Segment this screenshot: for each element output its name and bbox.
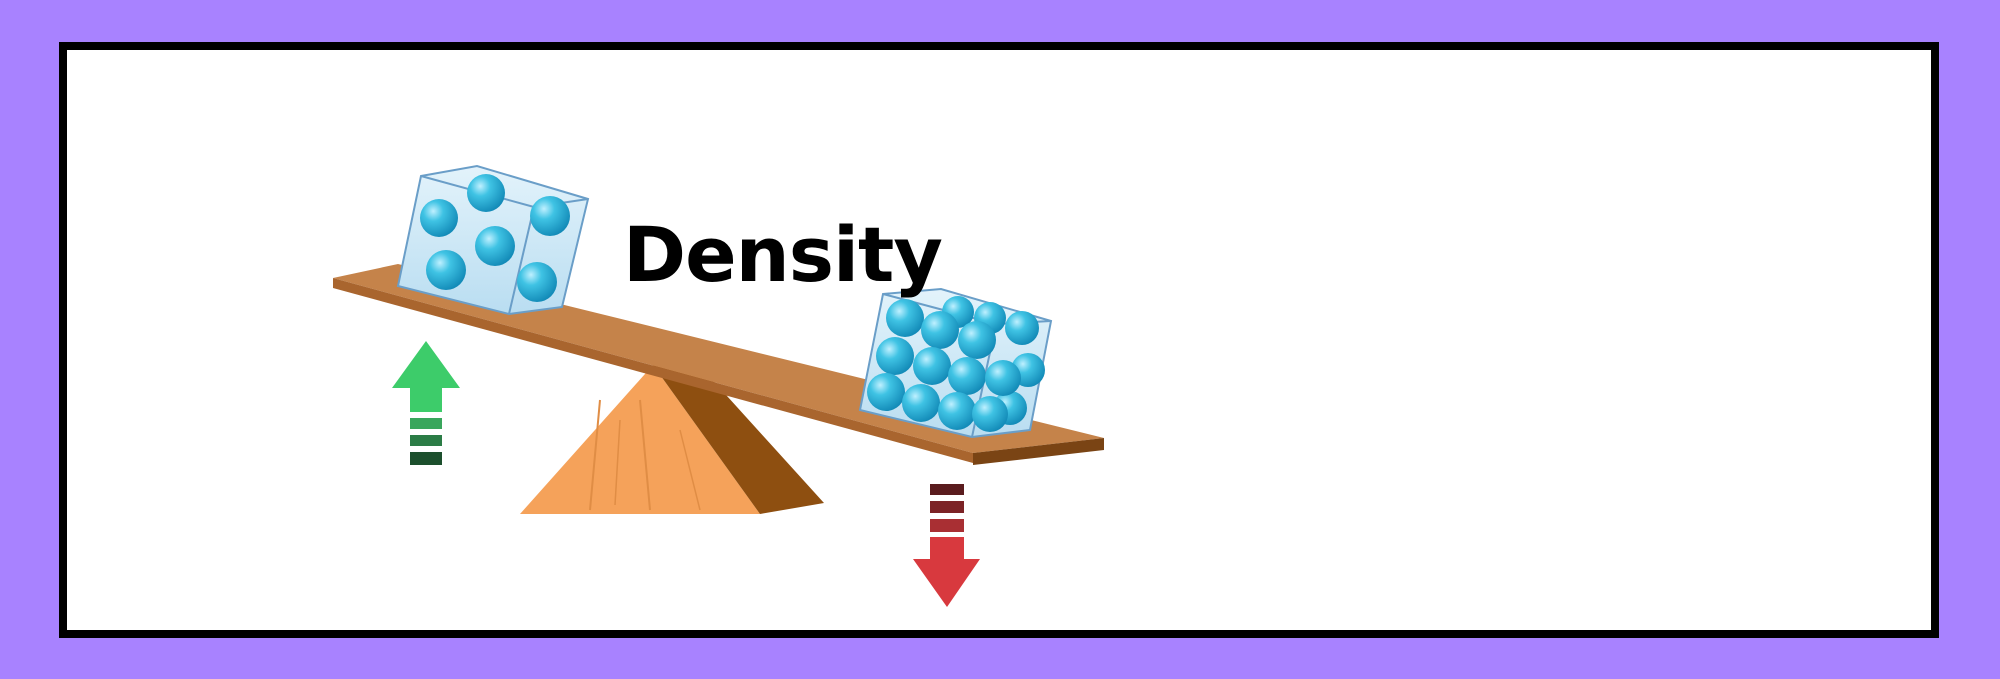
sparse-spheres-cube-icon <box>396 164 590 316</box>
dense-spheres-cube-icon <box>858 287 1053 439</box>
arrow-down-icon <box>913 484 980 607</box>
arrow-up-icon <box>392 341 460 465</box>
fulcrum-wedge <box>520 365 824 514</box>
page-title: Density <box>623 210 943 299</box>
